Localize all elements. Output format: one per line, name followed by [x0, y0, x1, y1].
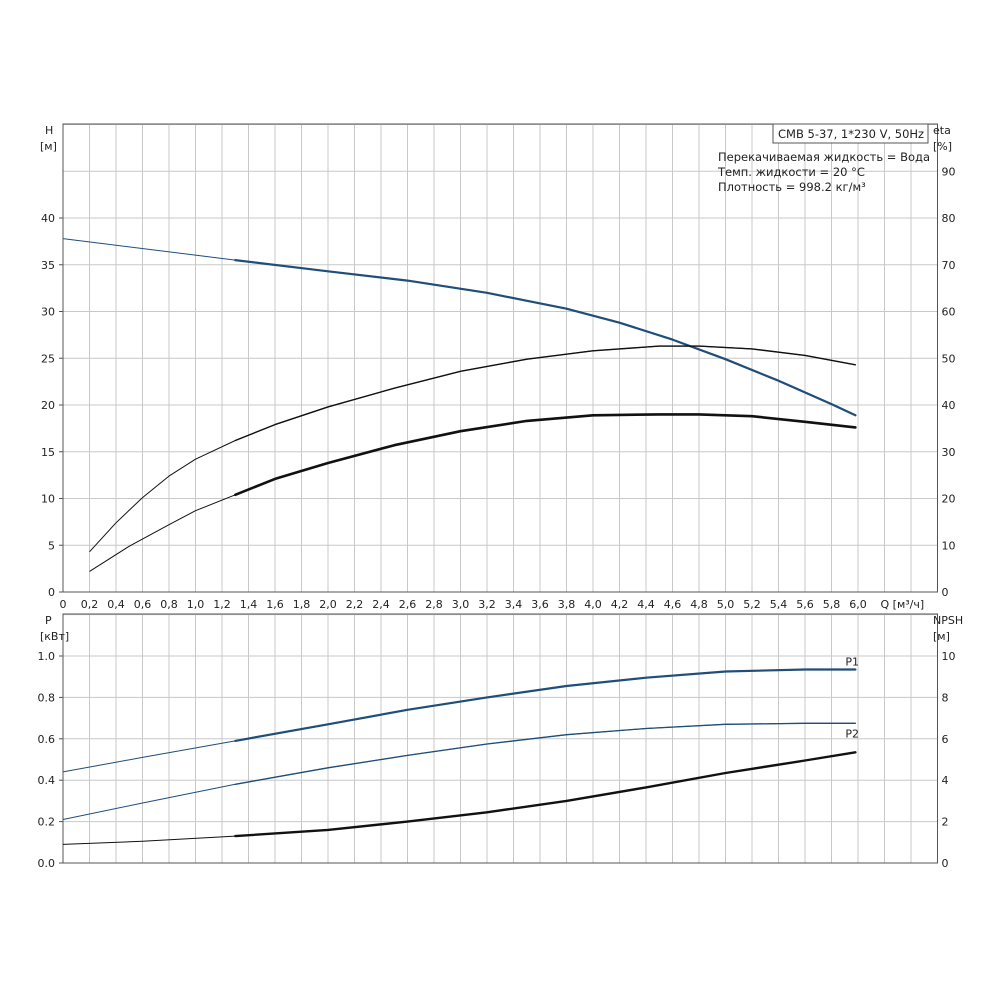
liquid-label: Перекачиваемая жидкость = Вода — [718, 150, 930, 164]
y-tick-label-left: 10 — [41, 493, 55, 506]
y-tick-label-right: 90 — [942, 165, 956, 178]
y-tick-label-left: 30 — [41, 306, 55, 319]
x-tick-label: 5,0 — [717, 598, 735, 611]
y-tick-label-left: 0.6 — [38, 733, 56, 746]
x-tick-label: 1,2 — [213, 598, 231, 611]
x-tick-label: 5,6 — [796, 598, 814, 611]
x-tick-label: 2,4 — [372, 598, 390, 611]
y-tick-label-left: 15 — [41, 446, 55, 459]
x-tick-label: 0,4 — [107, 598, 125, 611]
y-tick-label-right: 40 — [942, 399, 956, 412]
temp-label: Темп. жидкости = 20 °C — [717, 165, 865, 179]
y-axis-label-left: H — [45, 124, 53, 137]
x-tick-label: 5,8 — [823, 598, 841, 611]
y-tick-label-left: 0.8 — [38, 691, 56, 704]
x-tick-label: 4,4 — [637, 598, 655, 611]
x-tick-label: 3,2 — [478, 598, 496, 611]
x-tick-label: 4,6 — [664, 598, 682, 611]
y-axis-unit-right: [м] — [933, 630, 950, 643]
y-tick-label-right: 60 — [942, 306, 956, 319]
y-axis-unit-right: [%] — [933, 140, 952, 153]
head-efficiency-panel: 0 5 10 15 20 25 30 35 40 0 10 20 30 40 50 60 70 80 90 H [м] e… — [40, 123, 956, 611]
x-tick-label: 0,6 — [134, 598, 152, 611]
y-tick-label-right: 10 — [942, 650, 956, 663]
y-axis-label-right: NPSH — [933, 614, 963, 627]
y-tick-label-left: 25 — [41, 352, 55, 365]
y-tick-label-left: 35 — [41, 259, 55, 272]
y-tick-label-left: 5 — [48, 539, 55, 552]
y-tick-label-left: 0 — [48, 586, 55, 599]
y-tick-label-right: 2 — [942, 816, 949, 829]
y-tick-label-left: 0.0 — [38, 857, 56, 870]
y-axis-label-right: eta — [933, 124, 951, 137]
x-tick-label: 0 — [60, 598, 67, 611]
x-tick-label: 2,8 — [425, 598, 443, 611]
series-label-p1: P1 — [845, 655, 859, 668]
y-tick-label-left: 0.4 — [38, 774, 56, 787]
x-tick-label: 2,6 — [399, 598, 417, 611]
series-line — [234, 751, 857, 838]
x-tick-label: 1,8 — [293, 598, 311, 611]
x-tick-label: 3,6 — [531, 598, 549, 611]
y-tick-label-left: 0.2 — [38, 816, 56, 829]
y-tick-label-right: 8 — [942, 691, 949, 704]
y-tick-label-right: 10 — [942, 539, 956, 552]
y-axis-unit-left: [м] — [40, 140, 57, 153]
x-tick-label: 3,8 — [558, 598, 576, 611]
y-axis-label-left: P — [45, 614, 52, 627]
y-tick-label-right: 0 — [942, 586, 949, 599]
series-line — [234, 259, 857, 417]
x-axis-label: Q [м³/ч] — [881, 598, 925, 611]
y-tick-label-right: 80 — [942, 212, 956, 225]
x-tick-label: 2,2 — [346, 598, 364, 611]
y-tick-label-right: 50 — [942, 352, 956, 365]
x-tick-label: 2,0 — [319, 598, 337, 611]
series-line-thin — [62, 751, 856, 845]
x-tick-label: 3,4 — [505, 598, 523, 611]
y-tick-label-right: 4 — [942, 774, 949, 787]
x-tick-label: 1,0 — [187, 598, 205, 611]
series-line — [234, 722, 857, 785]
x-tick-label: 6,0 — [849, 598, 867, 611]
model-label: CMB 5-37, 1*230 V, 50Hz — [778, 127, 924, 141]
series-line — [234, 413, 857, 497]
series-line — [234, 668, 857, 742]
x-tick-label: 0,8 — [160, 598, 178, 611]
series-line-thin — [89, 345, 856, 553]
model-box — [772, 123, 929, 144]
x-tick-label: 1,4 — [240, 598, 258, 611]
y-tick-label-right: 30 — [942, 446, 956, 459]
y-tick-label-right: 20 — [942, 493, 956, 506]
y-tick-label-right: 0 — [942, 857, 949, 870]
x-tick-label: 3,0 — [452, 598, 470, 611]
x-tick-label: 1,6 — [266, 598, 284, 611]
series-line — [234, 345, 857, 442]
y-tick-label-left: 40 — [41, 212, 55, 225]
x-tick-label: 4,8 — [690, 598, 708, 611]
series-line-thin — [62, 669, 856, 773]
series-label-p2: P2 — [845, 727, 859, 740]
density-label: Плотность = 998.2 кг/м³ — [718, 180, 866, 194]
series-line-thin — [89, 413, 856, 572]
y-axis-unit-left: [кВт] — [40, 630, 69, 643]
x-tick-label: 4,2 — [611, 598, 629, 611]
x-tick-label: 4,0 — [584, 598, 602, 611]
y-tick-label-right: 6 — [942, 733, 949, 746]
x-tick-label: 5,4 — [770, 598, 788, 611]
y-tick-label-left: 20 — [41, 399, 55, 412]
x-tick-label: 0,2 — [81, 598, 99, 611]
y-tick-label-right: 70 — [942, 259, 956, 272]
y-tick-label-left: 1.0 — [38, 650, 56, 663]
power-npsh-panel: 0.0 0.2 0.4 0.6 0.8 1.0 0 2 4 6 8 10 P [кВт] NPSH [м] P1… — [38, 613, 963, 870]
info-box: CMB 5-37, 1*230 V, 50Hz Перекачиваемая ж… — [717, 123, 930, 194]
x-tick-label: 5,2 — [743, 598, 761, 611]
